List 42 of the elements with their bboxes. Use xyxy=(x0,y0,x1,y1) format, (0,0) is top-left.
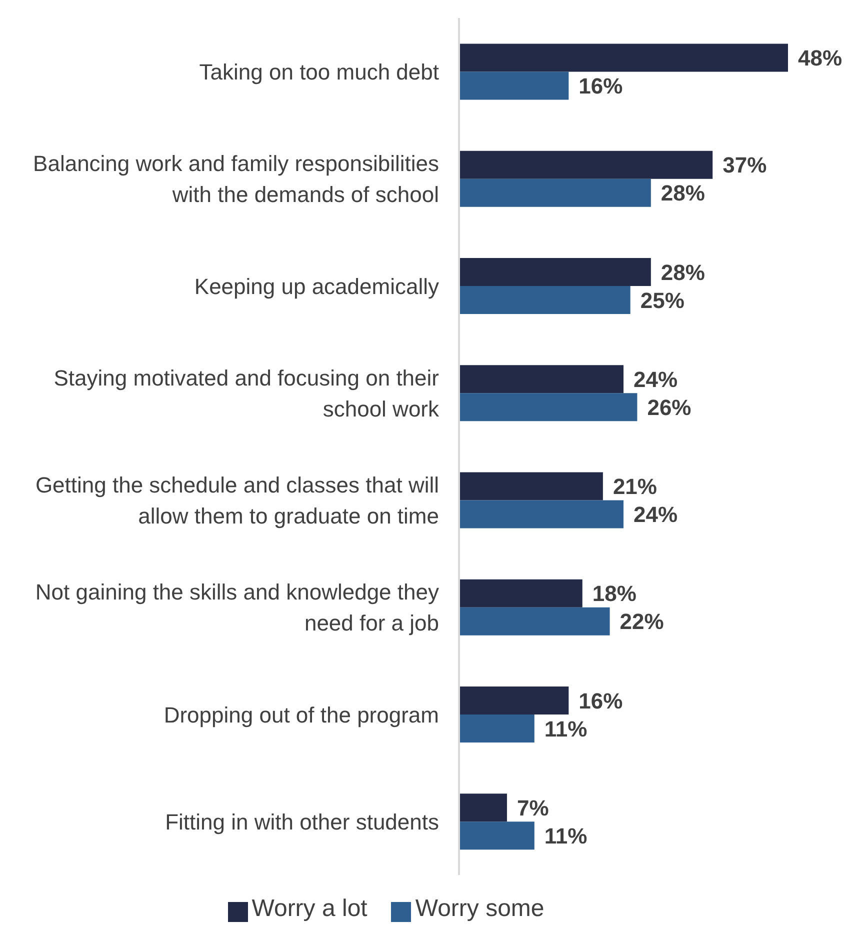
y-tick-label: Taking on too much debt xyxy=(199,59,439,84)
data-label: 24% xyxy=(634,502,678,528)
data-label: 24% xyxy=(634,366,678,392)
y-tick-label: Keeping up academically xyxy=(194,273,439,298)
bar xyxy=(459,72,569,100)
data-label: 26% xyxy=(647,394,692,420)
data-label: 37% xyxy=(722,152,767,178)
data-label: 16% xyxy=(578,74,623,99)
legend-label: Worry a lot xyxy=(252,895,368,922)
y-tick-label: Not gaining the skills and knowledge they need for a job xyxy=(35,579,439,636)
bar xyxy=(459,579,582,608)
data-label: 16% xyxy=(578,688,623,714)
bar xyxy=(459,714,534,742)
bar xyxy=(459,822,534,850)
data-label: 18% xyxy=(592,581,636,606)
bar xyxy=(459,393,638,422)
y-tick-label: Fitting in with other students xyxy=(165,808,439,834)
bar xyxy=(459,150,713,179)
data-label: 28% xyxy=(660,180,705,206)
data-label: 22% xyxy=(620,609,664,634)
bar xyxy=(459,286,630,314)
y-tick-label: Balancing work and family responsibilities with the demands of school xyxy=(33,150,439,207)
bar xyxy=(459,794,507,822)
bar xyxy=(459,178,651,207)
y-tick-label: Staying motivated and focusing on their school work xyxy=(54,364,440,421)
y-tick-label: Dropping out of the program xyxy=(164,702,439,727)
bar xyxy=(459,44,788,72)
data-label: 28% xyxy=(660,260,705,285)
data-label: 11% xyxy=(544,716,588,742)
bar xyxy=(459,500,624,528)
y-tick-label: Getting the schedule and classes that will allow them to graduate on time xyxy=(35,472,439,528)
data-label: 25% xyxy=(640,288,684,313)
bar xyxy=(459,686,569,714)
bar xyxy=(459,365,624,394)
data-label: 21% xyxy=(612,474,657,500)
data-label: 7% xyxy=(516,795,549,820)
data-label: 11% xyxy=(544,823,588,848)
bar xyxy=(459,472,603,500)
bar xyxy=(459,607,610,636)
legend-label: Worry some xyxy=(415,895,544,922)
bar xyxy=(459,258,651,286)
data-label: 48% xyxy=(798,46,842,71)
